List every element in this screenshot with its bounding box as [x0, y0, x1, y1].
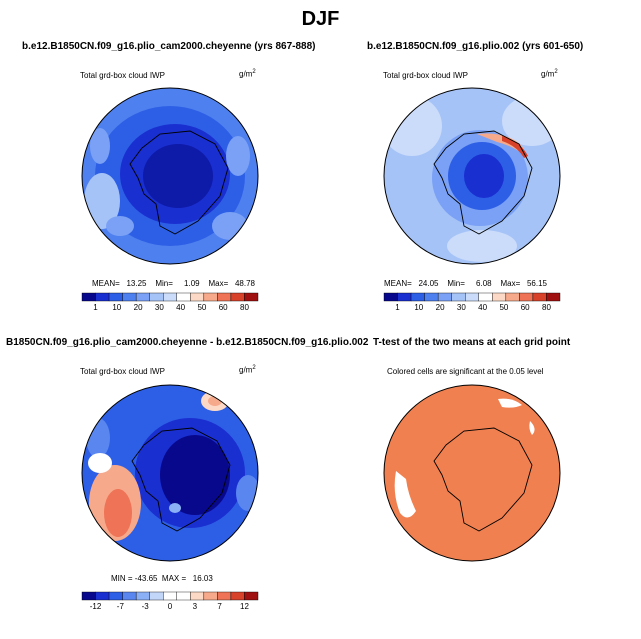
colorbar-swatch	[397, 292, 412, 302]
panel-4-map	[383, 384, 561, 562]
colorbar-swatch	[230, 591, 245, 601]
colorbar-tick-label: 50	[197, 303, 206, 312]
panel-3-coastline	[131, 427, 231, 532]
colorbar-tick-label: 10	[414, 303, 423, 312]
panel-2-coastline	[433, 130, 533, 235]
panel-1-units: g/m2	[239, 69, 256, 79]
colorbar-swatch	[230, 292, 245, 302]
figure-title: DJF	[301, 8, 340, 30]
colorbar-tick-label: 80	[542, 303, 551, 312]
colorbar-tick-label: 3	[193, 602, 198, 611]
colorbar-swatch	[95, 292, 110, 302]
colorbar-swatch	[81, 591, 96, 601]
panel-3-units: g/m2	[239, 365, 256, 375]
panel-1-coastline	[129, 130, 229, 235]
colorbar-swatch	[383, 292, 398, 302]
colorbar-tick-label: 10	[112, 303, 121, 312]
panel-2-units: g/m2	[541, 69, 558, 79]
colorbar-tick-label: 1	[395, 303, 400, 312]
colorbar-swatch	[122, 591, 137, 601]
colorbar-swatch	[203, 292, 218, 302]
panel-2-map-border	[383, 87, 561, 265]
panel-4-nonsignificant-region	[394, 471, 416, 518]
colorbar-tick-label: 7	[217, 602, 222, 611]
panel-2-title: b.e12.B1850CN.f09_g16.plio.002 (yrs 601-…	[367, 41, 584, 52]
panel-2-colorbar: 1 10 20 30 40 50 60 80	[382, 292, 562, 317]
colorbar-tick-label: 60	[521, 303, 530, 312]
colorbar-swatch	[190, 292, 205, 302]
colorbar-swatch	[163, 591, 177, 601]
panel-3-colorbar-svg: -12 -7 -3 0 3 7 12	[81, 591, 259, 611]
panel-2-map	[383, 87, 561, 265]
colorbar-swatch	[95, 591, 110, 601]
panel-4-map-border	[383, 384, 561, 562]
colorbar-tick-label: 40	[478, 303, 487, 312]
colorbar-swatch	[163, 292, 177, 302]
colorbar-swatch	[478, 292, 493, 302]
colorbar-tick-label: 30	[155, 303, 164, 312]
colorbar-tick-label: -12	[90, 602, 102, 611]
panel-1-map	[81, 87, 259, 265]
panel-4-subtitle: Colored cells are significant at the 0.0…	[387, 367, 544, 376]
colorbar-swatch	[546, 292, 561, 302]
colorbar-swatch	[108, 591, 123, 601]
colorbar-swatch	[217, 591, 232, 601]
colorbar-tick-label: 12	[240, 602, 249, 611]
colorbar-tick-label: -7	[117, 602, 125, 611]
colorbar-tick-label: 0	[168, 602, 173, 611]
colorbar-swatch	[176, 292, 191, 302]
panel-1-map-border	[81, 87, 259, 265]
panel-3-title: B1850CN.f09_g16.plio_cam2000.cheyenne - …	[6, 337, 369, 348]
colorbar-swatch	[492, 292, 507, 302]
colorbar-swatch	[135, 591, 150, 601]
colorbar-swatch	[244, 292, 259, 302]
panel-1-stats: MEAN= 13.25 Min= 1.09 Max= 48.78	[92, 279, 255, 288]
panel-4-title: T-test of the two means at each grid poi…	[373, 337, 571, 348]
colorbar-swatch	[149, 292, 164, 302]
colorbar-tick-label: 50	[499, 303, 508, 312]
panel-1-field-label: Total grd-box cloud IWP	[80, 71, 165, 80]
panel-4-coastline	[433, 427, 533, 532]
colorbar-swatch	[410, 292, 425, 302]
colorbar-swatch	[505, 292, 520, 302]
colorbar-swatch	[519, 292, 534, 302]
colorbar-swatch	[217, 292, 232, 302]
panel-2-stats: MEAN= 24.05 Min= 6.08 Max= 56.15	[384, 279, 547, 288]
panel-4-significance-field	[384, 385, 560, 561]
colorbar-swatch	[190, 591, 205, 601]
colorbar-swatch	[532, 292, 547, 302]
panel-1-title: b.e12.B1850CN.f09_g16.plio_cam2000.cheye…	[22, 41, 316, 52]
panel-3-map-border	[81, 384, 259, 562]
colorbar-tick-label: -3	[142, 602, 150, 611]
colorbar-tick-label: 60	[219, 303, 228, 312]
colorbar-tick-label: 20	[436, 303, 445, 312]
panel-1-colorbar: 1 10 20 30 40 50 60 80	[80, 292, 260, 317]
panel-1-colorbar-svg: 1 10 20 30 40 50 60 80	[81, 292, 259, 312]
colorbar-tick-label: 30	[457, 303, 466, 312]
colorbar-swatch	[81, 292, 96, 302]
colorbar-swatch	[203, 591, 218, 601]
colorbar-swatch	[149, 591, 164, 601]
colorbar-swatch	[108, 292, 123, 302]
colorbar-swatch	[451, 292, 466, 302]
colorbar-tick-label: 80	[240, 303, 249, 312]
panel-3-colorbar: -12 -7 -3 0 3 7 12	[80, 591, 260, 616]
colorbar-swatch	[437, 292, 452, 302]
colorbar-tick-label: 20	[134, 303, 143, 312]
colorbar-tick-label: 40	[176, 303, 185, 312]
colorbar-swatch	[424, 292, 439, 302]
colorbar-swatch	[176, 591, 191, 601]
colorbar-swatch	[135, 292, 150, 302]
panel-2-colorbar-svg: 1 10 20 30 40 50 60 80	[383, 292, 561, 312]
panel-2-field-label: Total grd-box cloud IWP	[383, 71, 468, 80]
colorbar-swatch	[465, 292, 479, 302]
panel-3-field-label: Total grd-box cloud IWP	[80, 367, 165, 376]
panel-3-stats: MIN = -43.65 MAX = 16.03	[111, 574, 213, 583]
colorbar-tick-label: 1	[93, 303, 98, 312]
colorbar-swatch	[122, 292, 137, 302]
colorbar-swatch	[244, 591, 259, 601]
panel-3-map	[81, 384, 259, 562]
